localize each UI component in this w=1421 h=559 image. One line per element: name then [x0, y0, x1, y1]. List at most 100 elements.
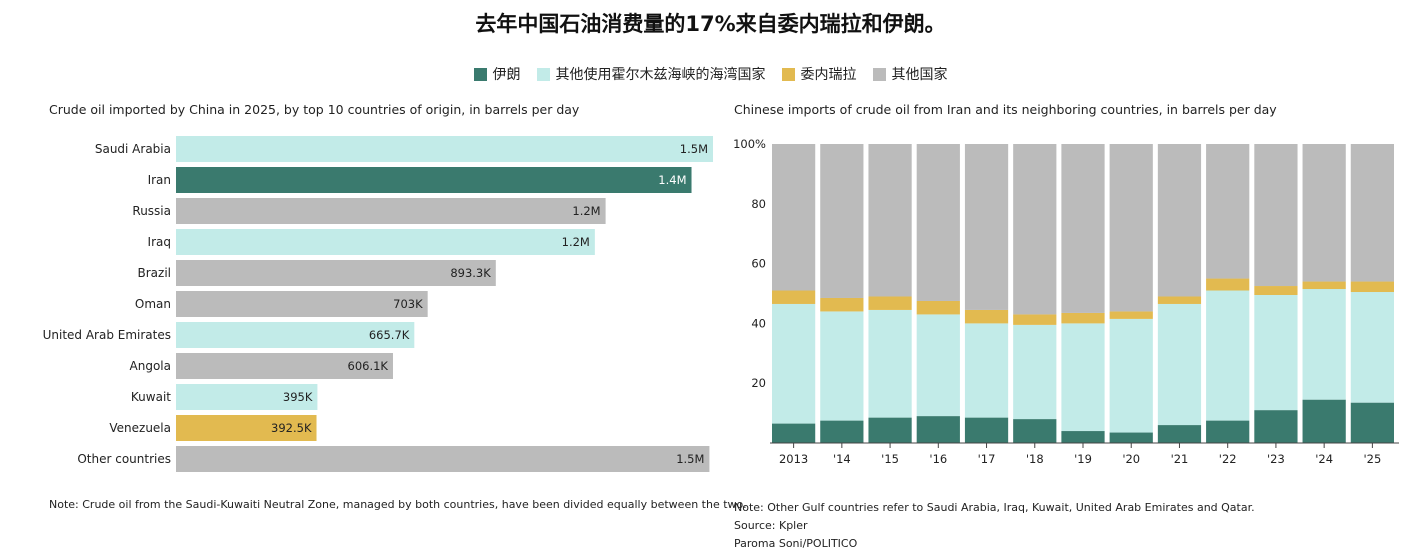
- segment-17-series-3: [964, 144, 1009, 310]
- category-label-brazil: Brazil: [138, 266, 172, 280]
- segment-19-series-2: [1061, 312, 1105, 324]
- segment-15-series-3: [868, 144, 912, 297]
- segment-17-series-2: [964, 309, 1009, 324]
- segment-21-series-3: [1157, 144, 1202, 297]
- segment-22-series-2: [1206, 278, 1250, 291]
- segment-18-series-1: [1013, 324, 1057, 420]
- value-label-venezuela: 392.5K: [271, 421, 312, 435]
- legend-label-iran: 伊朗: [492, 67, 521, 83]
- right-footer: Note: Other Gulf countries refer to Saud…: [734, 499, 1255, 553]
- legend-item-venezuela: 委内瑞拉: [781, 64, 857, 84]
- category-label-saudi-arabia: Saudi Arabia: [95, 142, 171, 156]
- segment-25-series-1: [1350, 292, 1394, 403]
- x-tick-label-2013: 2013: [779, 452, 808, 466]
- legend-item-gulf: 其他使用霍尔木兹海峡的海湾国家: [536, 64, 766, 84]
- legend-item-iran: 伊朗: [473, 64, 521, 84]
- bar-kuwait: [176, 384, 318, 410]
- segment-25-series-2: [1350, 281, 1394, 293]
- segment-14-series-3: [820, 144, 864, 298]
- bar-iraq: [176, 229, 595, 255]
- segment-23-series-3: [1254, 144, 1298, 287]
- x-tick-label-18: '18: [1026, 452, 1044, 466]
- segment-16-series-2: [916, 300, 960, 315]
- segment-25-series-3: [1350, 144, 1394, 282]
- segment-2013-series-2: [772, 290, 816, 304]
- segment-15-series-1: [868, 309, 912, 418]
- segment-23-series-1: [1254, 294, 1298, 411]
- value-label-oman: 703K: [393, 297, 423, 311]
- value-label-iran: 1.4M: [658, 173, 686, 187]
- legend-swatch-iran: [473, 67, 487, 81]
- x-tick-label-15: '15: [881, 452, 899, 466]
- segment-20-series-0: [1109, 432, 1153, 443]
- bar-oman: [176, 291, 428, 317]
- x-tick-label-17: '17: [978, 452, 996, 466]
- value-label-united-arab-emirates: 665.7K: [369, 328, 410, 342]
- legend-label-other: 其他国家: [891, 67, 948, 83]
- segment-14-series-2: [820, 297, 864, 312]
- segment-22-series-3: [1206, 144, 1250, 279]
- value-label-russia: 1.2M: [572, 204, 600, 218]
- value-label-saudi-arabia: 1.5M: [680, 142, 708, 156]
- y-tick-label-100: 100%: [733, 137, 766, 151]
- bar-russia: [176, 198, 606, 224]
- y-tick-label-40: 40: [751, 316, 766, 330]
- segment-21-series-1: [1157, 303, 1202, 426]
- category-label-iraq: Iraq: [148, 235, 171, 249]
- x-tick-label-21: '21: [1171, 452, 1189, 466]
- segment-16-series-0: [916, 416, 960, 443]
- segment-18-series-3: [1013, 144, 1057, 315]
- bar-angola: [176, 353, 393, 379]
- value-label-iraq: 1.2M: [562, 235, 590, 249]
- value-label-brazil: 893.3K: [450, 266, 491, 280]
- legend-label-venezuela: 委内瑞拉: [800, 67, 857, 83]
- legend-item-other: 其他国家: [872, 64, 948, 84]
- x-tick-label-14: '14: [833, 452, 851, 466]
- right-chart-subtitle: Chinese imports of crude oil from Iran a…: [734, 102, 1277, 117]
- horizontal-bar-chart: Saudi Arabia 1.5M Iran 1.4M Russia 1.2M Iraq 1.…: [43, 136, 713, 472]
- bar-united-arab-emirates: [176, 322, 415, 348]
- segment-24-series-3: [1302, 144, 1346, 282]
- legend-swatch-venezuela: [781, 67, 795, 81]
- right-note: Note: Other Gulf countries refer to Saud…: [734, 501, 1255, 514]
- segment-25-series-0: [1350, 402, 1394, 443]
- source-text: Source: Kpler: [734, 519, 808, 532]
- x-tick-label-23: '23: [1267, 452, 1285, 466]
- value-label-angola: 606.1K: [348, 359, 389, 373]
- segment-19-series-3: [1061, 144, 1105, 313]
- segment-2013-series-1: [772, 303, 816, 424]
- segment-14-series-1: [820, 311, 864, 421]
- bar-other-countries: [176, 446, 710, 472]
- segment-23-series-2: [1254, 286, 1298, 295]
- segment-2013-series-3: [772, 144, 816, 291]
- segment-16-series-1: [916, 314, 960, 417]
- value-label-kuwait: 395K: [283, 390, 313, 404]
- x-tick-label-20: '20: [1122, 452, 1140, 466]
- segment-18-series-0: [1013, 419, 1057, 443]
- y-tick-label-80: 80: [751, 197, 766, 211]
- y-tick-label-20: 20: [751, 376, 766, 390]
- segment-17-series-1: [964, 323, 1009, 418]
- stacked-bar-chart: 20 40 60 80 100% 2013 '14 '15 '16 '17 '18 '19 '20 '21…: [733, 137, 1399, 466]
- segment-18-series-2: [1013, 314, 1057, 325]
- credit-text: Paroma Soni/POLITICO: [734, 537, 858, 550]
- segment-20-series-2: [1109, 311, 1153, 319]
- left-chart-subtitle: Crude oil imported by China in 2025, by …: [49, 102, 580, 117]
- category-label-russia: Russia: [132, 204, 171, 218]
- bar-venezuela: [176, 415, 317, 441]
- segment-24-series-1: [1302, 289, 1346, 400]
- segment-16-series-3: [916, 144, 960, 301]
- legend: 伊朗 其他使用霍尔木兹海峡的海湾国家 委内瑞拉 其他国家: [0, 64, 1421, 84]
- x-tick-label-22: '22: [1219, 452, 1237, 466]
- segment-24-series-0: [1302, 399, 1346, 443]
- legend-swatch-gulf: [536, 67, 550, 81]
- category-label-other-countries: Other countries: [77, 452, 171, 466]
- legend-swatch-other: [872, 67, 886, 81]
- x-tick-label-19: '19: [1074, 452, 1092, 466]
- segment-22-series-1: [1206, 290, 1250, 421]
- value-label-other-countries: 1.5M: [676, 452, 704, 466]
- segment-15-series-2: [868, 296, 912, 310]
- segment-2013-series-0: [772, 423, 816, 443]
- segment-17-series-0: [964, 417, 1009, 443]
- category-label-kuwait: Kuwait: [131, 390, 171, 404]
